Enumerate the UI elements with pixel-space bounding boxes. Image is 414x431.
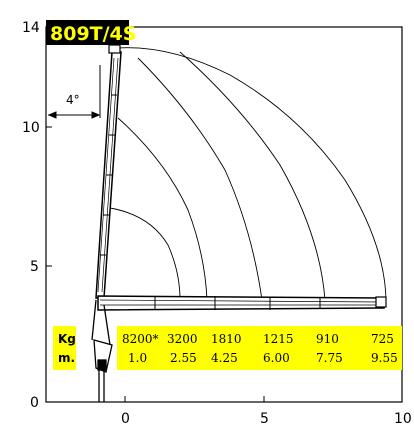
m-value: 4.25 [211, 351, 238, 365]
y-tick-label-5: 5 [30, 259, 39, 275]
m-value: 1.0 [128, 351, 147, 365]
boom-vertical [95, 44, 122, 299]
y-tick-label-14: 14 [22, 20, 40, 36]
m-value: 9.55 [371, 351, 398, 365]
m-label: m. [58, 351, 75, 365]
reach-arc-outer [117, 47, 387, 301]
kg-value: 1215 [263, 332, 294, 346]
kg-value: 725 [371, 332, 394, 346]
kg-value: 910 [316, 332, 339, 346]
m-value: 7.75 [316, 351, 343, 365]
plot-frame [45, 26, 403, 403]
m-value: 2.55 [170, 351, 197, 365]
m-values-row: 1.0 2.55 4.25 6.00 7.75 9.55 [128, 351, 398, 365]
reach-arc-2 [179, 51, 326, 301]
reach-arc-3 [137, 57, 263, 301]
kg-value: 8200* [122, 332, 159, 346]
x-tick-label-0: 0 [121, 411, 130, 427]
y-tick-label-0: 0 [30, 395, 39, 411]
model-label-bg [46, 20, 129, 45]
reach-arc-5 [109, 207, 181, 301]
kg-label: Kg [58, 332, 76, 346]
y-tick-marks [46, 26, 52, 403]
kg-values-row: 8200* 3200 1810 1215 910 725 [122, 332, 394, 346]
boom-horizontal [97, 295, 387, 311]
model-label: 809T/4S [50, 23, 136, 45]
reach-arc-4 [117, 117, 208, 301]
table-row-header-bg [53, 326, 76, 370]
x-tick-marks [124, 396, 403, 402]
kg-value: 3200 [167, 332, 198, 346]
x-tick-label-10: 10 [394, 411, 412, 427]
m-value: 6.00 [263, 351, 290, 365]
angle-label: 4° [66, 93, 80, 107]
table-values-bg [117, 326, 402, 370]
crane-column [91, 299, 113, 402]
y-tick-label-10: 10 [22, 120, 40, 136]
x-tick-label-5: 5 [260, 411, 269, 427]
kg-value: 1810 [211, 332, 242, 346]
reach-arcs [109, 47, 387, 301]
angle-indicator [47, 65, 101, 119]
